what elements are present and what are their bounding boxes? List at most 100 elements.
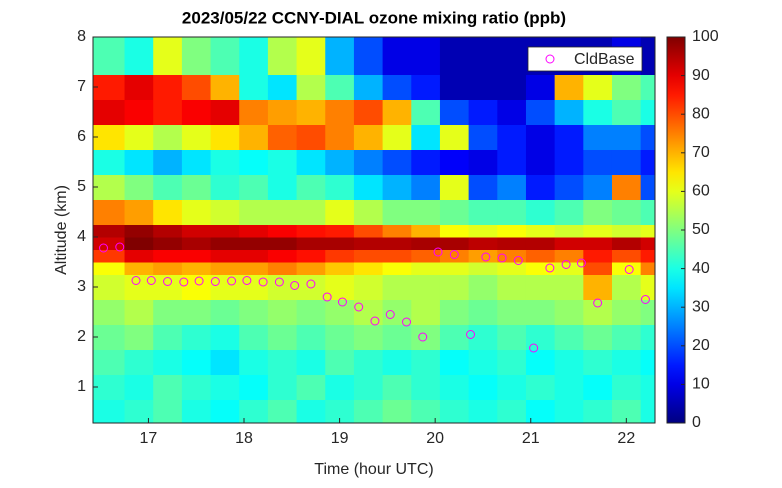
- heatmap-cell: [325, 99, 355, 125]
- heatmap-cell: [382, 149, 412, 175]
- heatmap-cell: [181, 237, 212, 250]
- colorbar-tick-label: 80: [692, 105, 710, 122]
- heatmap-cell: [525, 149, 556, 175]
- heatmap-cell: [525, 99, 556, 125]
- heatmap-cell: [239, 299, 269, 325]
- heatmap-cell: [439, 199, 470, 225]
- heatmap-cell: [640, 262, 656, 275]
- x-tick-label: 20: [426, 430, 444, 447]
- heatmap-cell: [611, 249, 642, 263]
- heatmap-cell: [296, 249, 326, 263]
- heatmap-cell: [554, 124, 584, 150]
- heatmap-cell: [353, 74, 384, 100]
- heatmap-cell: [640, 199, 656, 225]
- heatmap-cell: [583, 349, 613, 375]
- heatmap-cell: [325, 149, 355, 175]
- heatmap-cell: [439, 274, 470, 300]
- scatter-point: [370, 316, 380, 326]
- heatmap-cell: [210, 149, 240, 175]
- heatmap-cell: [353, 149, 384, 175]
- heatmap-cell: [267, 99, 298, 125]
- heatmap-cell: [583, 324, 613, 350]
- heatmap-cell: [267, 74, 298, 100]
- heatmap-cell: [353, 399, 384, 424]
- heatmap-cell: [210, 124, 240, 150]
- heatmap-cell: [181, 74, 212, 100]
- heatmap-cell: [525, 274, 556, 300]
- heatmap-cell: [325, 374, 355, 400]
- heatmap-cell: [525, 74, 556, 100]
- heatmap-cell: [353, 374, 384, 400]
- heatmap-cell: [325, 124, 355, 150]
- colorbar-tick-label: 30: [692, 298, 710, 315]
- scatter-point: [418, 332, 428, 342]
- heatmap-cell: [325, 249, 355, 263]
- heatmap-cell: [267, 274, 298, 300]
- heatmap-cell: [181, 374, 212, 400]
- scatter-point: [258, 277, 268, 287]
- heatmap-cell: [611, 224, 642, 238]
- heatmap-cell: [468, 74, 498, 100]
- heatmap-cell: [411, 37, 441, 75]
- heatmap-cell: [124, 274, 154, 300]
- heatmap-cell: [411, 199, 441, 225]
- y-tick-label: 3: [77, 278, 86, 295]
- scatter-point: [242, 276, 252, 285]
- heatmap-cell: [93, 149, 126, 175]
- heatmap-cell: [439, 349, 470, 375]
- heatmap-cell: [267, 199, 298, 225]
- scatter-point: [146, 276, 156, 285]
- scatter-point: [593, 298, 603, 308]
- heatmap-cell: [210, 37, 240, 75]
- heatmap-cell: [554, 374, 584, 400]
- heatmap-cell: [181, 324, 212, 350]
- heatmap-cell: [525, 374, 556, 400]
- heatmap-cell: [497, 174, 527, 200]
- heatmap-cell: [181, 199, 212, 225]
- heatmap-cell: [93, 324, 126, 350]
- heatmap-cell: [439, 74, 470, 100]
- heatmap-cell: [124, 399, 154, 424]
- y-axis-label: Altitude (km): [53, 185, 70, 275]
- heatmap-cell: [411, 174, 441, 200]
- heatmap-cell: [210, 374, 240, 400]
- heatmap-cell: [497, 249, 527, 263]
- heatmap-cell: [124, 324, 154, 350]
- heatmap-cell: [124, 149, 154, 175]
- heatmap-cell: [325, 74, 355, 100]
- heatmap-cell: [124, 262, 154, 275]
- scatter-point: [529, 343, 539, 353]
- heatmap-cell: [124, 37, 154, 75]
- heatmap-cell: [611, 124, 642, 150]
- heatmap-cell: [239, 274, 269, 300]
- heatmap-cell: [267, 124, 298, 150]
- heatmap-cell: [124, 199, 154, 225]
- heatmap-cell: [181, 299, 212, 325]
- heatmap-cell: [468, 199, 498, 225]
- scatter-point: [385, 310, 395, 319]
- heatmap-cell: [124, 124, 154, 150]
- heatmap-cell: [439, 37, 470, 75]
- heatmap-cell: [353, 299, 384, 325]
- heatmap-cell: [239, 237, 269, 250]
- heatmap-cell: [382, 199, 412, 225]
- heatmap-cell: [640, 224, 656, 238]
- heatmap-cell: [468, 262, 498, 275]
- heatmap-cell: [611, 324, 642, 350]
- heatmap-cell: [411, 399, 441, 424]
- scatter-point: [545, 263, 555, 273]
- heatmap-cell: [497, 349, 527, 375]
- heatmap-cell: [325, 299, 355, 325]
- heatmap-cell: [181, 37, 212, 75]
- heatmap-cell: [611, 174, 642, 200]
- heatmap-cell: [497, 199, 527, 225]
- heatmap-cell: [153, 374, 183, 400]
- heatmap-cell: [93, 99, 126, 125]
- heatmap-cell: [124, 237, 154, 250]
- heatmap-cell: [267, 174, 298, 200]
- heatmap-cell: [124, 349, 154, 375]
- heatmap-cell: [93, 299, 126, 325]
- heatmap-cell: [181, 99, 212, 125]
- heatmap-cell: [439, 299, 470, 325]
- scatter-point: [497, 253, 507, 263]
